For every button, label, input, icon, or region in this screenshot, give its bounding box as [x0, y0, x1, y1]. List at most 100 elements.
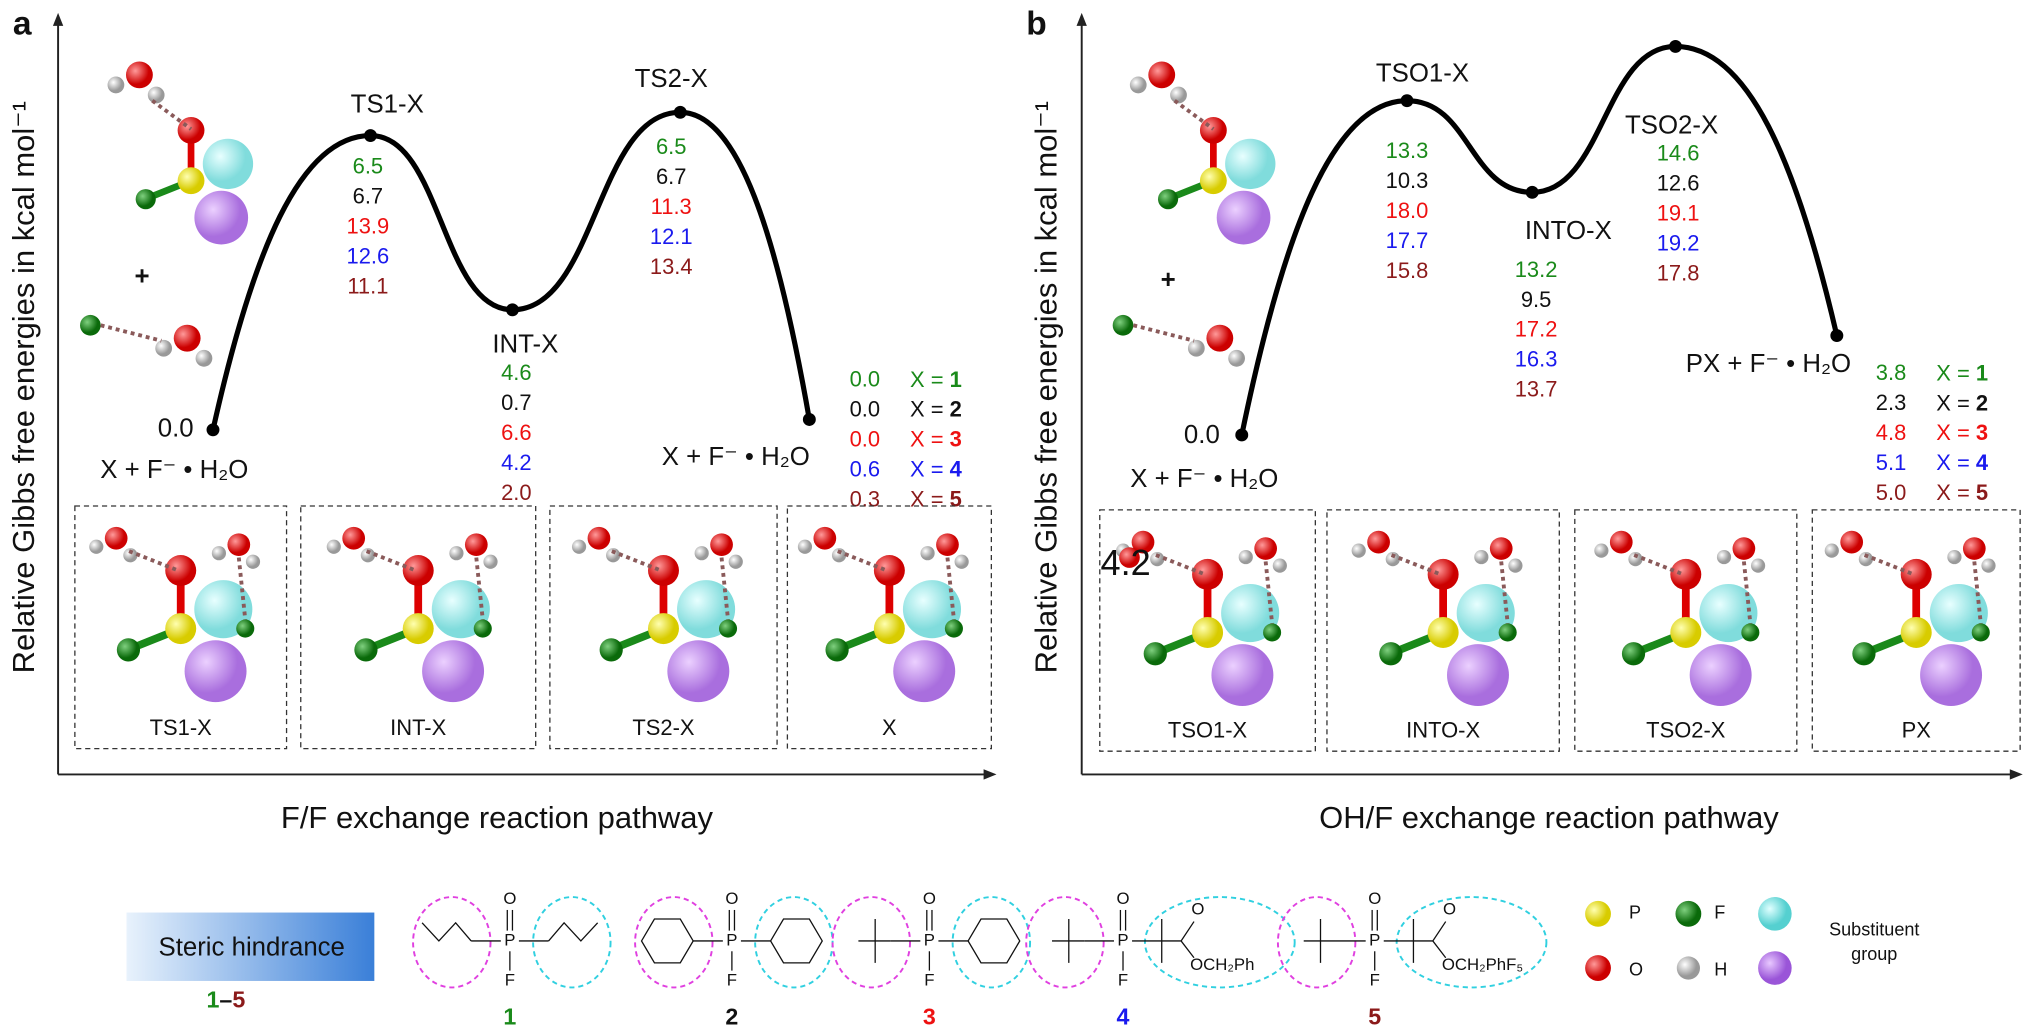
energy-value: 0.7 — [501, 390, 532, 415]
energy-value: 6.5 — [353, 154, 384, 179]
atom — [1385, 552, 1400, 567]
bond — [1499, 561, 1510, 624]
atom — [245, 554, 261, 569]
atom — [1508, 558, 1523, 573]
atom — [1981, 558, 1996, 573]
atom — [402, 555, 434, 586]
energy-value: 0.0 — [850, 367, 881, 392]
atom-F: F — [924, 970, 934, 989]
atom — [1150, 552, 1165, 567]
box-label: INT-X — [390, 715, 446, 740]
atom — [1379, 642, 1403, 666]
energy-value: 6.5 — [656, 134, 687, 159]
atom-O: O — [1191, 899, 1204, 918]
structure-box — [1574, 509, 1798, 752]
atom — [1852, 642, 1876, 666]
atom — [116, 638, 141, 662]
bond — [1155, 553, 1206, 577]
bond — [1972, 561, 1983, 624]
legend-entry: X = 1 — [910, 367, 962, 392]
bond — [236, 557, 248, 620]
box-label: TSO1-X — [1168, 718, 1248, 743]
atom-O: O — [1368, 889, 1381, 908]
bond — [1863, 553, 1915, 577]
atom — [1216, 190, 1271, 245]
atom — [825, 638, 849, 662]
atom — [728, 554, 743, 569]
bond — [611, 549, 662, 573]
atom — [694, 546, 709, 561]
energy-value: 0.3 — [850, 486, 881, 511]
energy-value: 12.6 — [1657, 171, 1700, 196]
atom — [1170, 86, 1187, 104]
legend-prefix: X = — [910, 456, 950, 481]
state-dot — [506, 303, 519, 317]
energy-value: 5.0 — [1876, 480, 1907, 505]
atom — [1238, 549, 1253, 565]
legend-entry: X = 3 — [1936, 420, 1988, 445]
energy-value: 3.8 — [1876, 360, 1907, 385]
start-label: X + F⁻ • H₂O — [1130, 465, 1278, 493]
atom — [571, 539, 587, 554]
atom — [1112, 314, 1134, 336]
substituent-left — [831, 896, 911, 989]
energy-value: 17.8 — [1657, 260, 1700, 285]
bond — [1132, 323, 1195, 343]
legend-atom: H — [1714, 959, 1727, 979]
atom — [236, 619, 255, 638]
substituent-right — [1143, 896, 1296, 989]
state-label: TSO1-X — [1376, 60, 1469, 88]
structure-box — [74, 505, 288, 750]
state-dot — [1669, 40, 1682, 53]
energy-value: 11.3 — [651, 194, 692, 219]
atom — [831, 548, 847, 563]
energy-value: 6.6 — [501, 420, 532, 445]
atom-P: P — [1117, 930, 1128, 949]
atom — [873, 613, 905, 645]
atom — [1628, 552, 1643, 567]
atom — [1609, 530, 1633, 554]
atom — [177, 167, 205, 195]
atom-F: F — [1118, 970, 1128, 989]
ester-group: OCH₂PhF₅ — [1442, 955, 1523, 974]
atom — [1840, 530, 1864, 554]
axis-arrow — [983, 769, 997, 780]
bond — [945, 557, 956, 620]
plus-sign: + — [134, 262, 149, 290]
energy-value: 13.2 — [1515, 257, 1558, 282]
atom — [873, 555, 905, 586]
start-label: X + F⁻ • H₂O — [100, 456, 248, 484]
atom — [1920, 644, 1983, 707]
atom — [177, 116, 205, 144]
atom — [718, 619, 738, 638]
atom-O: O — [725, 889, 738, 908]
atom — [1228, 349, 1245, 367]
energy-value: 0.6 — [850, 456, 881, 481]
substituent-right — [532, 896, 612, 989]
atom — [211, 546, 227, 561]
atom — [449, 546, 464, 561]
atom — [920, 546, 935, 561]
legend-compound: 2 — [950, 397, 962, 422]
range-start: 1 — [207, 987, 220, 1013]
legend-substituent: group — [1851, 944, 1897, 964]
structure-box — [1099, 509, 1316, 752]
energy-value: 4.6 — [501, 360, 532, 385]
legend-compound: 3 — [950, 426, 962, 451]
atom — [422, 640, 485, 703]
legend-compound: 5 — [950, 486, 962, 511]
atom — [1129, 76, 1147, 94]
ester — [1161, 918, 1195, 963]
compound-number: 1 — [503, 1004, 516, 1030]
atom — [1716, 549, 1732, 565]
bond — [365, 549, 417, 573]
atom — [1367, 530, 1390, 554]
structure-box — [300, 505, 537, 750]
atom — [326, 539, 341, 554]
box-label: INTO-X — [1406, 718, 1480, 743]
atom — [944, 619, 963, 638]
atom — [1741, 623, 1760, 642]
energy-value: 13.4 — [650, 254, 693, 279]
energy-value: 5.1 — [1876, 450, 1907, 475]
state-label: INT-X — [492, 331, 558, 359]
